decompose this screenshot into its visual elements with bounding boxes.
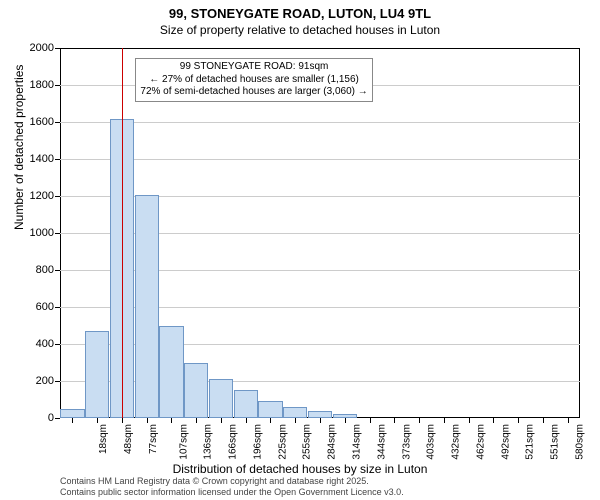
xtick-label: 314sqm <box>352 424 363 460</box>
xtick-mark <box>419 418 420 423</box>
histogram-chart: 020040060080010001200140016001800200018s… <box>60 48 580 418</box>
xtick-label: 344sqm <box>376 424 387 460</box>
xtick-label: 77sqm <box>148 424 159 454</box>
ytick-mark <box>55 196 60 197</box>
gridline <box>60 159 580 160</box>
histogram-bar <box>283 407 307 418</box>
xtick-label: 432sqm <box>451 424 462 460</box>
ytick-label: 1400 <box>30 153 54 165</box>
ytick-mark <box>55 418 60 419</box>
xtick-mark <box>444 418 445 423</box>
x-axis-label: Distribution of detached houses by size … <box>0 462 600 476</box>
histogram-bar <box>234 390 258 418</box>
ytick-label: 200 <box>36 375 54 387</box>
xtick-mark <box>394 418 395 423</box>
histogram-bar <box>258 401 282 418</box>
xtick-label: 492sqm <box>500 424 511 460</box>
ytick-mark <box>55 233 60 234</box>
y-axis-label: Number of detached properties <box>12 65 26 230</box>
ytick-mark <box>55 381 60 382</box>
ytick-label: 400 <box>36 338 54 350</box>
xtick-label: 166sqm <box>228 424 239 460</box>
page-subtitle: Size of property relative to detached ho… <box>0 23 600 37</box>
histogram-bar <box>85 331 109 418</box>
ytick-mark <box>55 270 60 271</box>
annotation-line: 72% of semi-detached houses are larger (… <box>140 86 367 99</box>
xtick-mark <box>518 418 519 423</box>
annotation-line: ← 27% of detached houses are smaller (1,… <box>140 74 367 87</box>
title-block: 99, STONEYGATE ROAD, LUTON, LU4 9TL Size… <box>0 0 600 37</box>
histogram-bar <box>184 363 208 419</box>
xtick-mark <box>568 418 569 423</box>
ytick-label: 800 <box>36 264 54 276</box>
xtick-label: 225sqm <box>277 424 288 460</box>
xtick-label: 373sqm <box>401 424 412 460</box>
ytick-mark <box>55 85 60 86</box>
histogram-bar <box>209 379 233 418</box>
xtick-label: 107sqm <box>178 424 189 460</box>
xtick-mark <box>469 418 470 423</box>
ytick-label: 2000 <box>30 42 54 54</box>
xtick-label: 48sqm <box>123 424 134 454</box>
annotation-line: 99 STONEYGATE ROAD: 91sqm <box>140 61 367 74</box>
gridline <box>60 122 580 123</box>
xtick-mark <box>320 418 321 423</box>
attribution-footer: Contains HM Land Registry data © Crown c… <box>60 476 404 498</box>
ytick-label: 1000 <box>30 227 54 239</box>
histogram-bar <box>135 195 159 418</box>
xtick-label: 521sqm <box>525 424 536 460</box>
xtick-mark <box>270 418 271 423</box>
xtick-mark <box>493 418 494 423</box>
xtick-label: 136sqm <box>203 424 214 460</box>
xtick-mark <box>97 418 98 423</box>
footer-line-1: Contains HM Land Registry data © Crown c… <box>60 476 404 487</box>
xtick-mark <box>171 418 172 423</box>
xtick-label: 403sqm <box>426 424 437 460</box>
xtick-label: 196sqm <box>253 424 264 460</box>
xtick-mark <box>345 418 346 423</box>
ytick-mark <box>55 344 60 345</box>
xtick-mark <box>221 418 222 423</box>
ytick-mark <box>55 48 60 49</box>
ytick-label: 1600 <box>30 116 54 128</box>
xtick-label: 580sqm <box>574 424 585 460</box>
xtick-mark <box>122 418 123 423</box>
xtick-label: 18sqm <box>98 424 109 454</box>
histogram-bar <box>159 326 183 418</box>
histogram-bar <box>60 409 84 418</box>
ytick-label: 0 <box>48 412 54 424</box>
ytick-label: 1800 <box>30 79 54 91</box>
xtick-mark <box>370 418 371 423</box>
ytick-mark <box>55 307 60 308</box>
xtick-label: 255sqm <box>302 424 313 460</box>
xtick-label: 284sqm <box>327 424 338 460</box>
histogram-bar <box>308 411 332 418</box>
ytick-mark <box>55 122 60 123</box>
ytick-mark <box>55 159 60 160</box>
page-title: 99, STONEYGATE ROAD, LUTON, LU4 9TL <box>0 6 600 21</box>
annotation-box: 99 STONEYGATE ROAD: 91sqm← 27% of detach… <box>135 58 372 102</box>
reference-line <box>122 48 123 418</box>
xtick-mark <box>246 418 247 423</box>
footer-line-2: Contains public sector information licen… <box>60 487 404 498</box>
xtick-mark <box>72 418 73 423</box>
xtick-mark <box>543 418 544 423</box>
xtick-mark <box>147 418 148 423</box>
ytick-label: 1200 <box>30 190 54 202</box>
xtick-label: 551sqm <box>550 424 561 460</box>
xtick-label: 462sqm <box>475 424 486 460</box>
xtick-mark <box>196 418 197 423</box>
xtick-mark <box>295 418 296 423</box>
ytick-label: 600 <box>36 301 54 313</box>
